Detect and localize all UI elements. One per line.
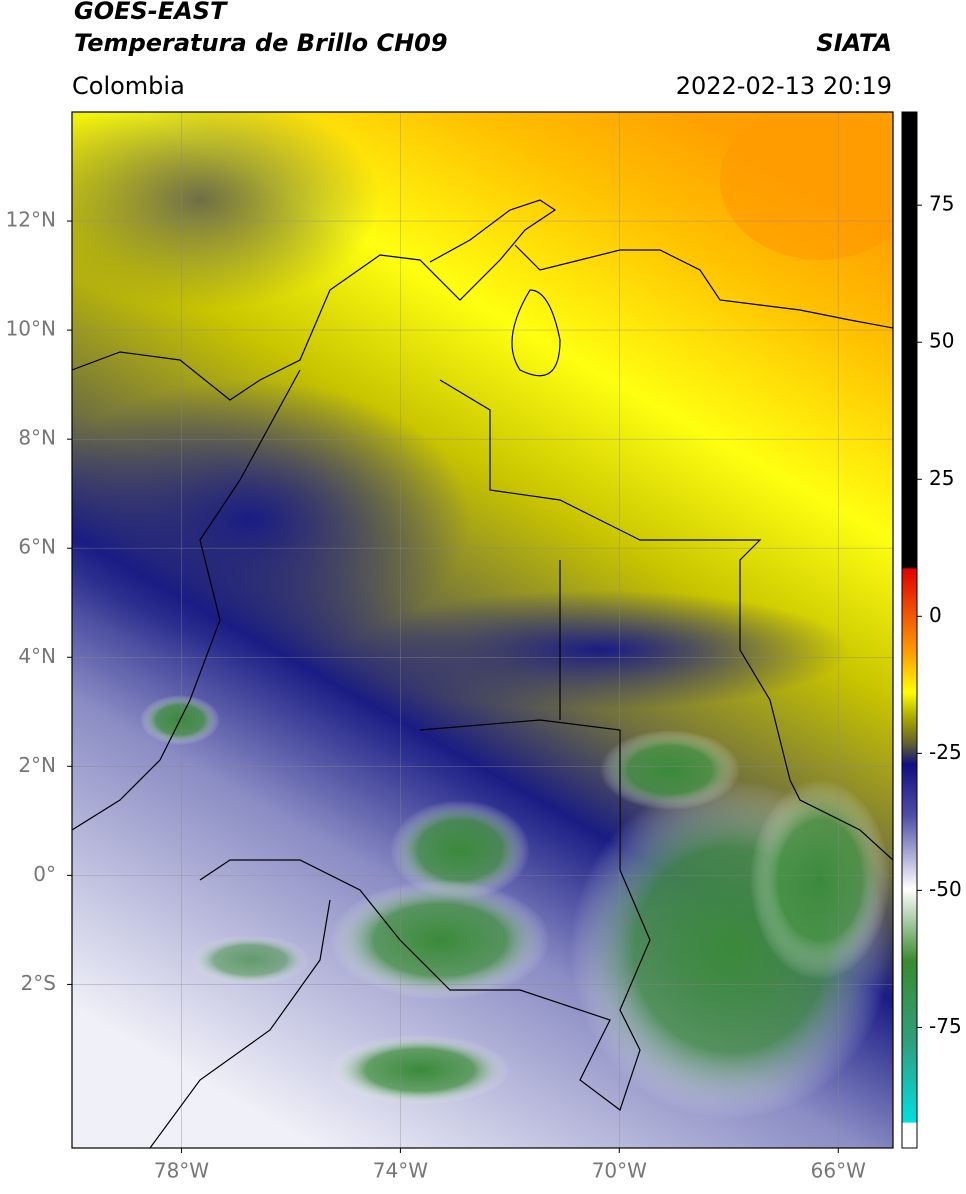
lat-tick-label: 0°: [33, 862, 56, 886]
colorbar-tick-label: 25: [929, 466, 954, 490]
lon-tick-label: 78°W: [154, 1159, 209, 1183]
datetime: 2022-02-13 20:19: [676, 72, 892, 100]
subtitle: Temperatura de Brillo CH09: [74, 29, 448, 57]
lon-tick-label: 74°W: [373, 1159, 428, 1183]
lon-tick-label: 70°W: [592, 1159, 647, 1183]
region: Colombia: [72, 72, 185, 100]
lat-tick-label: 2°N: [18, 753, 56, 777]
colorbar-tick-label: 50: [929, 329, 954, 353]
graticule: [72, 112, 893, 1148]
lon-tick-label: 66°W: [811, 1159, 866, 1183]
lat-tick-label: 2°S: [21, 971, 56, 995]
lat-tick-label: 10°N: [6, 317, 56, 341]
borders: [72, 199, 893, 1148]
title: GOES-EAST: [74, 0, 228, 25]
colorbar-tick-label: -75: [929, 1014, 962, 1038]
satellite-image: [72, 112, 893, 1148]
lat-tick-label: 8°N: [18, 426, 56, 450]
source: SIATA: [816, 29, 892, 57]
colorbar-tick-label: -50: [929, 877, 962, 901]
colorbar: [901, 111, 918, 1149]
lat-tick-label: 12°N: [6, 208, 56, 232]
lat-tick-label: 4°N: [18, 644, 56, 668]
colorbar-tick-label: -25: [929, 740, 962, 764]
map-frame: [71, 111, 894, 1149]
colorbar-tick-label: 75: [929, 192, 954, 216]
lat-tick-label: 6°N: [18, 535, 56, 559]
colorbar-tick-label: 0: [929, 603, 942, 627]
